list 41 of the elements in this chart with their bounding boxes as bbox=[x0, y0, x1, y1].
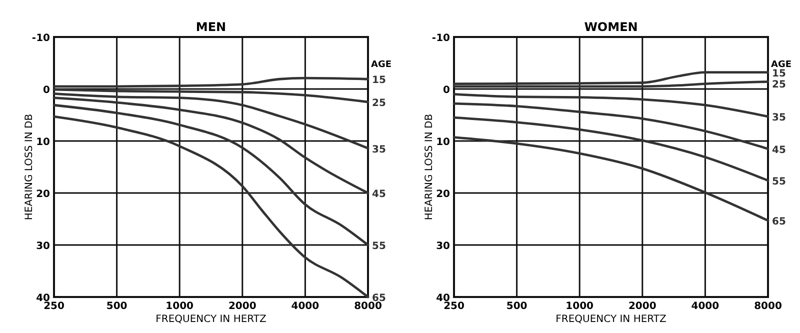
series-label: 65 bbox=[772, 216, 786, 228]
y-axis-title: HEARING LOSS IN DB bbox=[24, 114, 35, 220]
y-tick-label: 0 bbox=[43, 85, 50, 96]
x-axis-title: FREQUENCY IN HERTZ bbox=[156, 314, 267, 325]
legend-title: AGE bbox=[371, 60, 392, 70]
chart-title: WOMEN bbox=[584, 20, 638, 34]
series-label: 35 bbox=[372, 144, 386, 156]
y-tick-label: 30 bbox=[36, 241, 50, 252]
y-tick-label: 20 bbox=[36, 189, 50, 200]
x-tick-label: 8000 bbox=[354, 301, 382, 312]
x-tick-label: 250 bbox=[444, 301, 464, 312]
chart-title: MEN bbox=[196, 20, 226, 34]
x-axis-title: FREQUENCY IN HERTZ bbox=[556, 314, 667, 325]
y-tick-label: 0 bbox=[443, 85, 450, 96]
x-tick-label: 1000 bbox=[566, 301, 594, 312]
series-label: 15 bbox=[772, 68, 786, 80]
series-label: 55 bbox=[372, 241, 386, 252]
y-tick-label: 10 bbox=[36, 137, 50, 148]
x-tick-label: 2000 bbox=[628, 301, 656, 312]
x-tick-label: 500 bbox=[106, 301, 128, 312]
x-tick-label: 2000 bbox=[228, 301, 256, 312]
x-tick-label: 250 bbox=[44, 301, 64, 312]
series-label: 55 bbox=[772, 176, 786, 188]
x-tick-label: 1000 bbox=[166, 301, 194, 312]
x-tick-label: 8000 bbox=[754, 301, 782, 312]
x-tick-label: 4000 bbox=[291, 301, 320, 312]
series-label: 45 bbox=[372, 189, 386, 200]
legend-title: AGE bbox=[771, 60, 792, 70]
y-tick-label: 10 bbox=[436, 137, 450, 148]
x-tick-label: 4000 bbox=[691, 301, 720, 312]
y-tick-label: -10 bbox=[32, 33, 50, 44]
x-tick-label: 500 bbox=[506, 301, 528, 312]
series-label: 45 bbox=[772, 144, 786, 156]
series-label: 35 bbox=[772, 112, 786, 124]
series-label: 15 bbox=[372, 75, 386, 86]
series-label: 25 bbox=[772, 79, 786, 90]
y-tick-label: 20 bbox=[436, 189, 450, 200]
y-axis-title: HEARING LOSS IN DB bbox=[424, 114, 435, 220]
series-label: 25 bbox=[372, 98, 386, 109]
y-tick-label: 30 bbox=[436, 241, 450, 252]
y-tick-label: -10 bbox=[432, 33, 450, 44]
